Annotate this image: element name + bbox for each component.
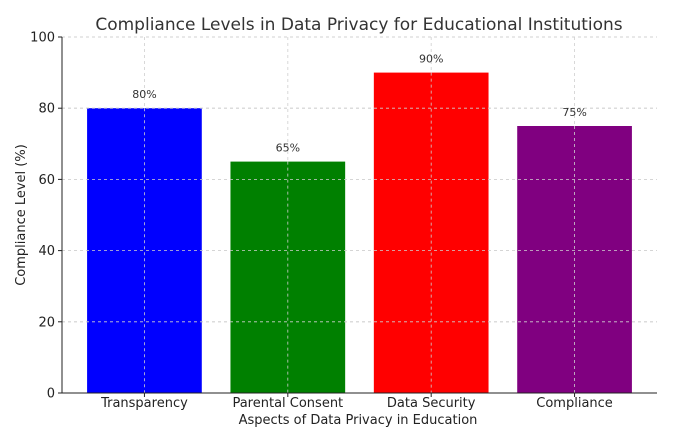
y-tick-label: 60 (38, 173, 55, 188)
y-tick-label: 20 (38, 315, 55, 330)
y-axis-label: Compliance Level (%) (14, 144, 29, 286)
bars-group (62, 36, 657, 393)
x-tick-label: Data Security (387, 396, 476, 411)
x-tick-label: Transparency (100, 396, 188, 411)
x-tick-label: Parental Consent (232, 396, 343, 411)
y-tick-label: 80 (38, 102, 55, 117)
data-label: 80% (132, 88, 156, 101)
data-labels-group: 80% 65% 90% 75% (132, 53, 587, 155)
y-axis-ticks: 0 20 40 60 80 100 (30, 31, 62, 402)
data-label: 75% (562, 106, 586, 119)
x-axis-ticks: Transparency Parental Consent Data Securit… (100, 393, 613, 411)
data-label: 90% (419, 53, 443, 66)
x-axis-label: Aspects of Data Privacy in Education (239, 413, 478, 428)
y-tick-label: 100 (30, 31, 55, 46)
chart-title: Compliance Levels in Data Privacy for Ed… (95, 15, 622, 35)
vertical-grid (144, 37, 575, 393)
data-label: 65% (276, 142, 300, 155)
x-tick-label: Compliance (536, 396, 613, 411)
y-tick-label: 40 (38, 244, 55, 259)
y-tick-label: 0 (47, 387, 55, 402)
